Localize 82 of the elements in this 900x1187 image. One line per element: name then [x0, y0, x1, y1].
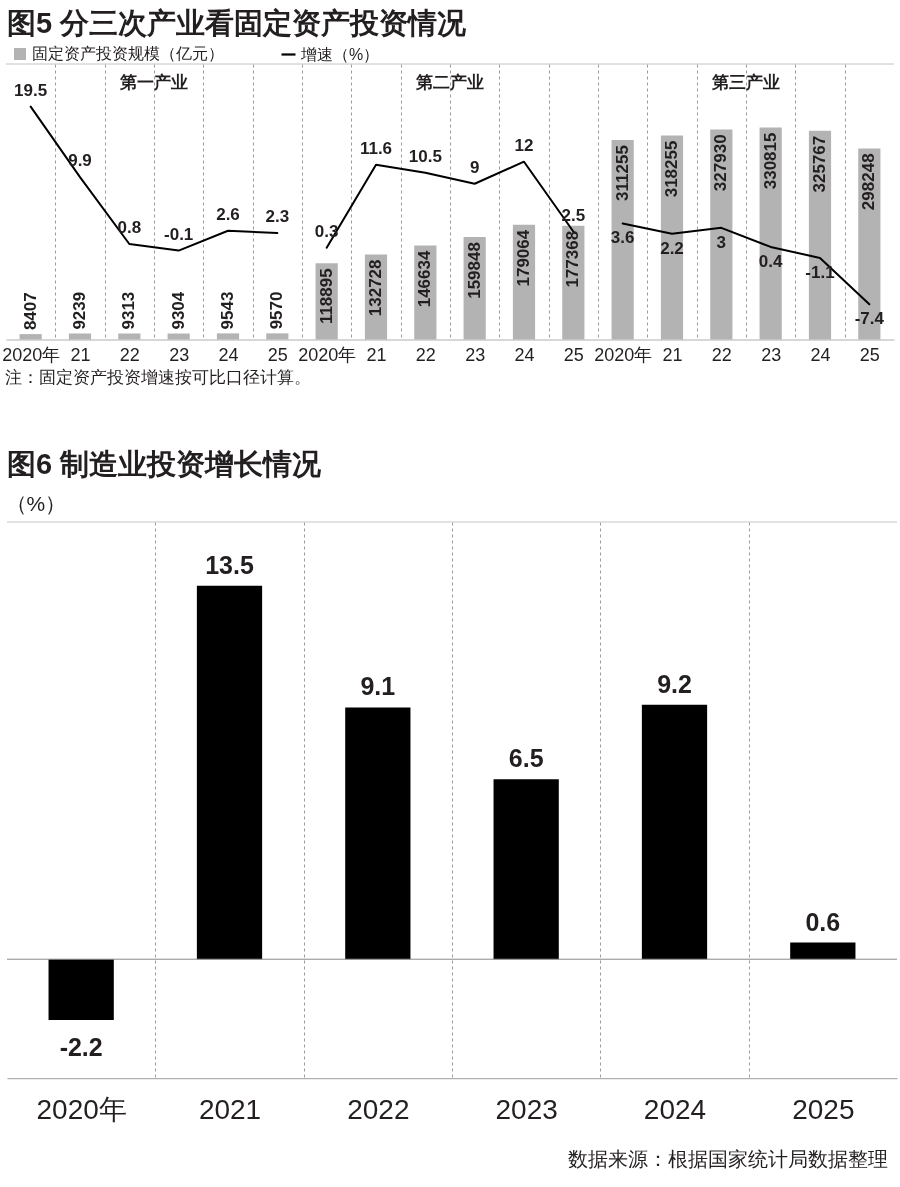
data-label: 9313 — [119, 291, 139, 330]
data-label: -1.1 — [805, 262, 835, 282]
data-label: 19.5 — [14, 80, 48, 100]
x-tick-label: 2020年 — [298, 344, 357, 365]
x-tick-label: 24 — [810, 344, 831, 365]
data-label: 9 — [469, 157, 480, 177]
x-tick-label: 21 — [70, 344, 91, 365]
bar — [48, 959, 114, 1021]
data-label: -0.1 — [164, 224, 194, 244]
y-axis-title: （%） — [5, 492, 67, 516]
annotation: 第二产业 — [415, 73, 484, 92]
data-label: 325767 — [810, 135, 829, 193]
x-tick-label: 2021 — [198, 1093, 262, 1125]
x-tick-label: 24 — [514, 344, 535, 365]
data-label: 0.4 — [758, 251, 784, 271]
data-label: 146634 — [415, 250, 435, 308]
x-tick-label: 2024 — [643, 1093, 707, 1125]
annotation: 第三产业 — [711, 73, 780, 92]
data-label: 11.6 — [359, 138, 393, 158]
bar — [493, 779, 559, 960]
data-label: 13.5 — [205, 550, 254, 579]
x-tick-label: 22 — [415, 344, 436, 365]
x-tick-label: 2023 — [495, 1093, 558, 1125]
data-label: 3.6 — [610, 228, 635, 248]
data-label: 10.5 — [408, 146, 442, 166]
data-label: 2.2 — [660, 238, 684, 258]
data-label: 8407 — [20, 292, 40, 331]
chart-title: 图6 制造业投资增长情况 — [7, 448, 323, 480]
chart-title: 图5 分三次产业看固定资产投资情况 — [7, 6, 468, 39]
data-label: 0.3 — [314, 221, 339, 241]
x-tick-label: 23 — [761, 344, 782, 365]
x-tick-label: 2025 — [792, 1093, 855, 1125]
data-label: 2.6 — [216, 204, 240, 224]
x-tick-label: 25 — [563, 344, 584, 365]
data-label: 9304 — [168, 291, 188, 330]
x-tick-label: 2020年 — [2, 344, 61, 365]
data-label: 9543 — [218, 291, 237, 330]
data-label: 118895 — [316, 268, 336, 325]
x-tick-label: 25 — [859, 344, 880, 365]
annotation: 第一产业 — [119, 73, 188, 92]
data-label: 179064 — [514, 229, 533, 287]
data-label: 9570 — [267, 291, 287, 330]
data-label: 311255 — [612, 145, 632, 201]
data-label: 0.6 — [805, 907, 841, 936]
data-label: 9.1 — [360, 672, 396, 701]
x-tick-label: 23 — [169, 344, 190, 365]
x-tick-label: 2020年 — [594, 344, 653, 365]
data-label: 159848 — [464, 242, 484, 299]
legend-label: 固定资产投资规模（亿元） — [32, 45, 224, 62]
x-tick-label: 22 — [119, 344, 140, 365]
data-label: 132728 — [366, 259, 385, 317]
data-label: -7.4 — [854, 309, 885, 329]
x-tick-label: 24 — [218, 344, 239, 365]
data-label: 12 — [514, 135, 534, 155]
data-label: 2.3 — [265, 206, 290, 226]
data-label: 0.8 — [117, 217, 142, 237]
data-label: 298248 — [859, 153, 879, 211]
x-tick-label: 21 — [366, 344, 387, 365]
data-label: 318255 — [662, 140, 681, 198]
bar — [345, 707, 411, 960]
x-tick-label: 22 — [711, 344, 732, 365]
data-label: 177368 — [563, 230, 583, 288]
data-label: 9.2 — [657, 669, 692, 698]
x-tick-label: 2022 — [347, 1093, 410, 1125]
x-tick-label: 21 — [662, 344, 683, 365]
bar — [641, 704, 708, 960]
data-label: -2.2 — [59, 1033, 103, 1062]
data-label: 327930 — [711, 134, 731, 192]
data-label: 9.9 — [68, 151, 92, 171]
data-label: 330815 — [760, 132, 780, 190]
x-tick-label: 25 — [267, 344, 288, 365]
source-note: 数据来源：根据国家统计局数据整理 — [567, 1147, 888, 1170]
legend-label: 增速（%） — [300, 45, 380, 63]
bar — [790, 942, 856, 960]
bar — [196, 585, 263, 960]
data-label: 6.5 — [508, 744, 544, 773]
data-label: 3 — [716, 232, 727, 252]
text: 注：固定资产投资增速按可比口径计算。 — [5, 368, 311, 387]
data-label: 2.5 — [561, 205, 586, 225]
data-label: 9239 — [70, 291, 89, 330]
x-tick-label: 2020年 — [36, 1093, 127, 1125]
x-tick-label: 23 — [465, 344, 486, 365]
